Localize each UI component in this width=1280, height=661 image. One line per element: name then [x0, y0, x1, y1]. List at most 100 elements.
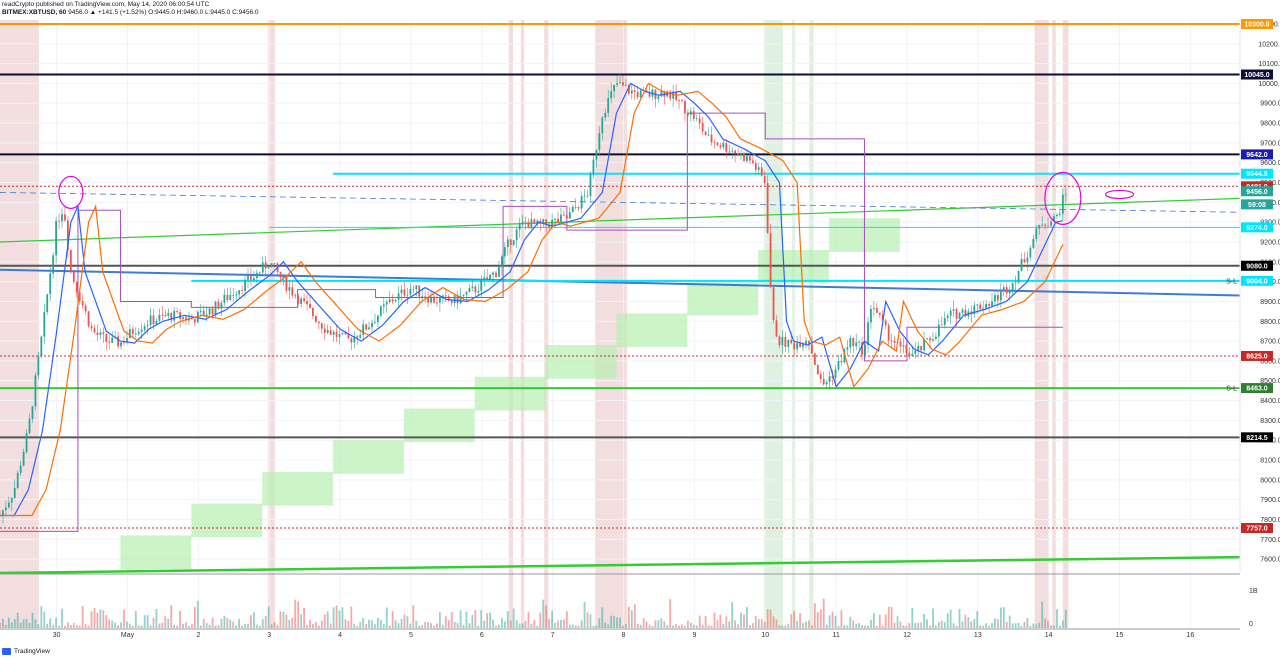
volume-bar: [495, 625, 497, 628]
candle-body: [672, 91, 675, 99]
candle-body: [439, 297, 441, 303]
candles-group: [0, 73, 1067, 524]
session-band: [1062, 20, 1069, 628]
volume-bar: [1014, 623, 1017, 628]
candle-body: [303, 298, 305, 302]
volume-bar: [920, 622, 923, 628]
volume-bar: [548, 619, 551, 628]
candle-body: [235, 294, 238, 296]
volume-bar: [518, 623, 521, 628]
volume-bar: [19, 622, 22, 628]
candle-body: [870, 309, 872, 323]
candle-body: [822, 379, 825, 385]
candle-body: [548, 224, 551, 228]
volume-bar: [114, 622, 117, 628]
volume-bar: [598, 618, 601, 628]
candle-body: [306, 301, 308, 305]
volume-bar: [1020, 625, 1023, 628]
candle-body: [698, 118, 701, 124]
volume-bar: [503, 621, 506, 628]
volume-bar: [459, 610, 462, 628]
volume-bar: [1008, 615, 1011, 628]
volume-bar: [701, 624, 704, 628]
volume-bar: [799, 612, 801, 628]
volume-bar: [377, 617, 379, 628]
volume-bar: [663, 621, 666, 628]
volume-bar: [740, 612, 742, 628]
candle-body: [208, 308, 211, 315]
volume-bar: [840, 610, 843, 628]
candle-body: [716, 142, 719, 146]
volume-bar: [991, 623, 993, 628]
candle-body: [403, 289, 406, 296]
volume-bar: [214, 625, 217, 628]
x-tick-label: 10: [761, 632, 769, 639]
x-tick-label: 9: [692, 632, 696, 639]
volume-bar: [1056, 609, 1058, 628]
volume-bar: [167, 618, 170, 628]
candle-body: [421, 296, 424, 298]
volume-bar: [409, 623, 412, 628]
volume-bar: [831, 611, 834, 628]
volume-bar: [787, 623, 790, 628]
volume-bar: [149, 625, 152, 628]
candle-body: [790, 339, 793, 344]
volume-bar: [96, 612, 99, 628]
volume-bar: [1026, 617, 1029, 628]
volume-bar: [67, 622, 69, 628]
highlight-circle: [58, 175, 84, 210]
candle-body: [229, 294, 232, 300]
candle-body: [400, 289, 403, 294]
session-band: [792, 20, 796, 628]
volume-bar: [539, 612, 542, 628]
step-indicator: [0, 112, 1063, 532]
candle-body: [695, 118, 698, 120]
x-tick-label: 14: [1045, 632, 1053, 639]
candle-body: [678, 99, 680, 101]
candle-body: [875, 308, 878, 313]
volume-bar: [353, 623, 356, 628]
volume-bar: [489, 612, 491, 628]
volume-bar: [2, 618, 4, 628]
candle-body: [31, 406, 34, 419]
volume-bar: [1032, 623, 1035, 628]
green-trendline: [0, 197, 1241, 243]
candle-body: [905, 345, 908, 353]
candle-body: [105, 334, 108, 342]
volume-bar: [684, 625, 686, 628]
candle-body: [878, 312, 881, 315]
candle-body: [90, 326, 93, 329]
volume-bar: [574, 625, 577, 628]
candle-body: [326, 330, 329, 333]
candle-body: [52, 255, 55, 274]
volume-bar: [642, 618, 645, 628]
candle-body: [754, 163, 757, 170]
candle-body: [67, 220, 69, 251]
volume-bar: [1041, 601, 1044, 628]
volume-bar: [728, 621, 731, 628]
volume-bar: [253, 612, 255, 628]
candle-body: [176, 311, 179, 313]
candle-body: [329, 330, 332, 335]
volume-bar: [258, 625, 261, 628]
candle-body: [630, 90, 633, 94]
candle-body: [787, 339, 790, 347]
candle-body: [840, 361, 843, 363]
volume-bar: [692, 624, 695, 628]
indicator-box: [333, 440, 404, 474]
candle-body: [713, 142, 716, 144]
dashed-trendline: [0, 192, 1241, 213]
volume-bar: [542, 599, 545, 628]
session-band: [0, 20, 39, 628]
candle-body: [388, 299, 391, 303]
volume-bar: [129, 623, 131, 628]
volume-bar: [681, 624, 683, 628]
volume-bar: [935, 625, 937, 628]
candle-body: [99, 332, 102, 335]
volume-bar: [893, 622, 896, 628]
volume-bar: [937, 622, 940, 628]
volume-bar: [902, 625, 905, 628]
volume-bar: [846, 625, 849, 628]
volume-bar: [952, 623, 955, 628]
